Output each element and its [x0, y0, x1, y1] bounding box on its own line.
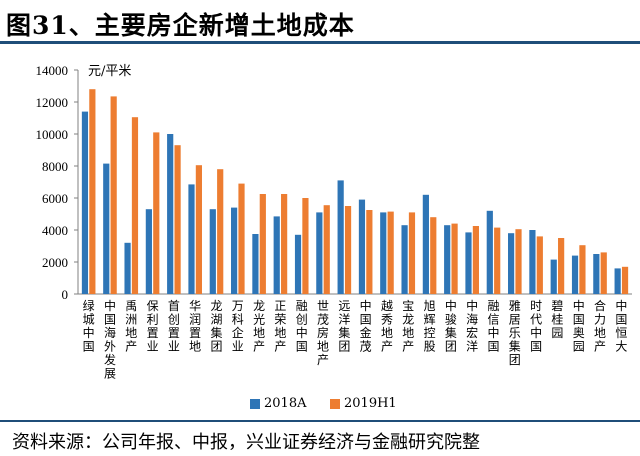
y-tick-label: 4000: [42, 223, 68, 238]
bar-2019h1-3: [131, 117, 139, 294]
x-tick-label: 中国金茂: [360, 298, 372, 354]
bar-2019h1-26: [621, 266, 629, 294]
x-tick-label: 宝龙地产: [402, 299, 414, 354]
bar-2018a-13: [337, 180, 344, 294]
y-tick-label: 6000: [42, 191, 68, 206]
bar-2018a-5: [167, 134, 174, 294]
x-tick-label: 禹洲地产: [125, 299, 137, 354]
bar-2018a-23: [550, 259, 557, 294]
legend-item-2018a: 2018A: [250, 396, 306, 411]
bar-2019h1-9: [259, 194, 266, 294]
bar-2019h1-10: [281, 194, 288, 294]
bar-2018a-18: [444, 225, 451, 294]
y-axis-unit: 元/平米: [88, 64, 132, 79]
x-tick-label: 越秀地产: [381, 299, 393, 354]
x-tick-label: 绿城中国: [83, 298, 95, 354]
bar-2019h1-11: [302, 198, 309, 294]
bar-2018a-20: [486, 210, 493, 294]
bar-2018a-1: [81, 111, 89, 294]
x-tick-label: 保利置业: [147, 299, 159, 354]
bar-2018a-24: [571, 255, 579, 294]
bar-2018a-4: [145, 209, 152, 294]
bar-chart: 0 2000 4000 6000 8000 10000 12000 14000 绿城中国中国海外…: [36, 63, 632, 381]
bar-2018a-17: [422, 194, 429, 294]
y-tick-label: 2000: [42, 255, 68, 270]
bar-2018a-2: [103, 163, 110, 294]
x-tick-label: 龙湖集团: [210, 299, 222, 354]
x-tick-label: 龙光地产: [253, 299, 265, 354]
bar-2018a-25: [593, 254, 600, 294]
title-bar: 图31、主要房企新增土地成本: [0, 0, 640, 44]
y-tick-label: 0: [62, 287, 69, 302]
bar-2018a-22: [529, 230, 536, 294]
x-tick-label: 旭辉控股: [424, 299, 436, 354]
x-tick-label: 中国恒大: [615, 298, 627, 354]
footer: 资料来源：公司年报、中报，兴业证券经济与金融研究院整: [0, 420, 640, 456]
bar-2019h1-4: [153, 132, 160, 294]
x-tick-label: 首创置业: [168, 299, 180, 354]
bar-2018a-10: [273, 216, 280, 294]
bar-2019h1-6: [195, 165, 202, 294]
bar-2019h1-14: [366, 210, 373, 294]
bar-2019h1-25: [600, 252, 607, 294]
legend-swatch-2018a: [250, 398, 260, 409]
bar-2019h1-24: [579, 245, 586, 294]
source-note: 资料来源：公司年报、中报，兴业证券经济与金融研究院整: [12, 432, 480, 453]
bar-2018a-6: [188, 184, 195, 294]
y-tick-label: 8000: [42, 159, 68, 174]
x-tick-label: 中骏集团: [445, 298, 457, 354]
bar-2019h1-17: [430, 217, 437, 294]
bar-2019h1-20: [494, 227, 501, 294]
legend-swatch-2019h1: [330, 398, 340, 409]
bar-2019h1-12: [323, 205, 330, 294]
bar-2019h1-18: [451, 223, 458, 294]
bar-2019h1-23: [558, 238, 565, 294]
bar-2019h1-8: [238, 183, 245, 294]
legend-label-2018a: 2018A: [264, 396, 307, 411]
x-tick-label: 远洋集团: [338, 299, 350, 354]
bar-2018a-9: [252, 234, 259, 294]
bar-2019h1-13: [344, 206, 352, 294]
bar-2019h1-19: [472, 226, 479, 294]
x-tick-label: 合力地产: [594, 298, 606, 354]
x-tick-label: 时代中国: [530, 299, 542, 354]
legend-item-2019h1: 2019H1: [330, 396, 397, 411]
bar-2018a-11: [294, 234, 302, 294]
bar-2019h1-7: [217, 169, 224, 294]
x-tick-label: 世茂房地产: [317, 299, 329, 367]
x-tick-label: 中海宏洋: [466, 298, 478, 354]
legend: 2018A 2019H1: [0, 396, 640, 416]
y-tick-label: 10000: [36, 127, 69, 142]
x-tick-label: 华润置地: [189, 299, 201, 354]
x-tick-label: 万科企业: [232, 299, 244, 354]
bar-2019h1-22: [536, 236, 543, 294]
bar-2018a-16: [401, 225, 408, 294]
legend-label-2019h1: 2019H1: [344, 396, 397, 411]
bar-2019h1-16: [408, 212, 416, 294]
x-tick-label: 融创中国: [296, 299, 308, 354]
x-tick-label: 中国海外发展: [104, 298, 116, 381]
bar-2018a-3: [124, 242, 131, 294]
x-tick-label: 融信中国: [487, 299, 499, 354]
bar-2018a-15: [380, 212, 387, 294]
bar-2019h1-5: [174, 145, 181, 294]
bar-2019h1-21: [515, 229, 522, 294]
bar-2018a-21: [508, 233, 515, 294]
bar-2018a-7: [209, 209, 216, 294]
x-tick-label: 雅居乐集团: [509, 298, 521, 367]
x-tick-label: 正荣地产: [274, 299, 286, 354]
x-tick-label: 中国奥园: [573, 298, 585, 354]
x-tick-label: 碧桂园: [551, 299, 563, 340]
bar-2019h1-1: [89, 89, 96, 294]
y-tick-label: 14000: [36, 63, 69, 78]
page-title: 图31、主要房企新增土地成本: [6, 11, 355, 40]
bar-2018a-12: [316, 212, 323, 294]
y-tick-label: 12000: [36, 95, 69, 110]
bar-2018a-14: [358, 199, 366, 294]
bar-2018a-8: [231, 207, 238, 294]
bar-2019h1-15: [387, 211, 394, 294]
bar-2018a-19: [465, 232, 472, 294]
bar-2018a-26: [614, 268, 621, 294]
bar-2019h1-2: [110, 96, 117, 295]
